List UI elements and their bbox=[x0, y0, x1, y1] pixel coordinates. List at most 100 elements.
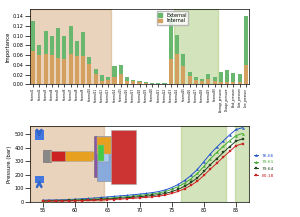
Bar bbox=[106, 77, 110, 80]
76.66 bbox=[125, 194, 128, 197]
80.18 bbox=[176, 190, 180, 193]
80.18 bbox=[93, 199, 96, 202]
80.18 bbox=[189, 184, 193, 187]
79.61 bbox=[183, 182, 186, 184]
79.61 bbox=[67, 199, 70, 202]
79.64 bbox=[228, 145, 232, 148]
76.66 bbox=[138, 193, 141, 195]
Bar bbox=[50, 55, 54, 84]
76.66 bbox=[99, 196, 103, 199]
79.64 bbox=[151, 194, 154, 197]
Bar bbox=[206, 79, 210, 84]
80.18 bbox=[202, 174, 206, 177]
Bar bbox=[62, 36, 66, 59]
79.64 bbox=[221, 151, 225, 154]
76.66 bbox=[144, 192, 148, 195]
Bar bbox=[219, 82, 223, 84]
80.18 bbox=[99, 199, 103, 201]
Y-axis label: Pressure (bar): Pressure (bar) bbox=[7, 145, 12, 183]
80.18 bbox=[54, 200, 58, 202]
Bar bbox=[50, 36, 54, 55]
80.18 bbox=[138, 197, 141, 199]
79.64 bbox=[67, 199, 70, 202]
76.66 bbox=[228, 133, 232, 136]
Y-axis label: Importance: Importance bbox=[5, 31, 10, 62]
79.61 bbox=[228, 139, 232, 142]
76.66 bbox=[54, 199, 58, 201]
76.66 bbox=[202, 160, 206, 163]
79.61 bbox=[176, 185, 180, 188]
79.64 bbox=[138, 195, 141, 198]
Bar bbox=[112, 77, 116, 84]
Bar bbox=[56, 58, 60, 84]
76.66 bbox=[196, 168, 199, 171]
76.66 bbox=[176, 183, 180, 186]
76.66 bbox=[86, 197, 90, 200]
79.61 bbox=[157, 192, 160, 194]
Bar bbox=[100, 75, 104, 81]
Bar bbox=[125, 81, 129, 84]
80.18 bbox=[125, 197, 128, 200]
76.66 bbox=[151, 191, 154, 194]
79.61 bbox=[208, 158, 212, 160]
80.18 bbox=[196, 180, 199, 182]
76.66 bbox=[93, 197, 96, 199]
79.64 bbox=[60, 199, 64, 202]
Bar bbox=[44, 54, 48, 84]
79.64 bbox=[41, 200, 45, 202]
Bar bbox=[225, 70, 229, 82]
79.61 bbox=[106, 197, 109, 200]
Bar bbox=[213, 81, 217, 84]
Bar bbox=[81, 56, 85, 84]
79.61 bbox=[138, 194, 141, 197]
79.64 bbox=[80, 199, 83, 202]
79.64 bbox=[164, 192, 167, 195]
Bar bbox=[144, 82, 148, 84]
Bar bbox=[244, 65, 248, 84]
Bar bbox=[131, 80, 135, 82]
Bar bbox=[69, 54, 73, 84]
79.61 bbox=[54, 199, 58, 202]
Bar bbox=[244, 16, 248, 65]
79.61 bbox=[47, 199, 51, 202]
Bar bbox=[106, 80, 110, 84]
79.64 bbox=[215, 157, 219, 160]
79.64 bbox=[183, 185, 186, 187]
76.66 bbox=[67, 198, 70, 201]
76.66 bbox=[241, 126, 244, 129]
Bar bbox=[225, 82, 229, 84]
Bar bbox=[75, 56, 79, 84]
Bar bbox=[38, 55, 41, 84]
79.61 bbox=[170, 188, 173, 191]
76.66 bbox=[118, 195, 122, 197]
Bar bbox=[182, 126, 226, 202]
Bar bbox=[44, 31, 48, 54]
Bar bbox=[188, 76, 192, 84]
Bar bbox=[137, 82, 142, 84]
79.61 bbox=[131, 195, 135, 197]
80.18 bbox=[241, 142, 244, 145]
79.61 bbox=[125, 195, 128, 198]
76.66 bbox=[164, 189, 167, 191]
79.64 bbox=[202, 170, 206, 173]
Legend: 76.66, 79.61, 79.64, 80.18: 76.66, 79.61, 79.64, 80.18 bbox=[254, 153, 275, 178]
Bar bbox=[188, 72, 192, 76]
Bar bbox=[31, 21, 35, 51]
Bar bbox=[200, 79, 204, 82]
80.18 bbox=[234, 144, 238, 147]
Bar bbox=[194, 80, 198, 84]
79.64 bbox=[99, 198, 103, 201]
Bar bbox=[175, 54, 179, 84]
76.66 bbox=[208, 153, 212, 155]
80.18 bbox=[228, 150, 232, 153]
80.18 bbox=[73, 199, 77, 202]
Bar bbox=[231, 73, 236, 82]
80.18 bbox=[86, 199, 90, 202]
Line: 76.66: 76.66 bbox=[42, 127, 244, 201]
79.64 bbox=[131, 196, 135, 199]
76.66 bbox=[73, 198, 77, 201]
80.18 bbox=[106, 199, 109, 201]
79.64 bbox=[241, 138, 244, 140]
79.64 bbox=[93, 198, 96, 201]
Bar bbox=[238, 74, 242, 82]
